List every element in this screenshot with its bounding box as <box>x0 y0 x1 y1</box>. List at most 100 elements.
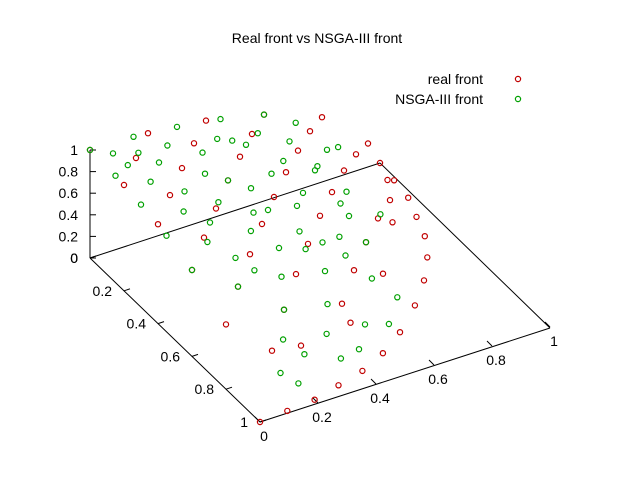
real-front-point <box>202 117 210 124</box>
x-tick-label: 0.8 <box>195 381 215 397</box>
real-front-point <box>200 234 208 241</box>
x-axis-line <box>89 257 261 423</box>
tick-labels: 00.20.40.60.8100.20.40.60.8100.20.40.60.… <box>59 142 559 444</box>
x-tick-label: 0 <box>70 250 78 266</box>
real-front-point <box>311 396 318 403</box>
nsga-iii-front-point <box>314 162 321 170</box>
real-front-point <box>212 205 220 212</box>
nsga-iii-front-point <box>268 170 275 177</box>
nsga-iii-front-point <box>275 244 283 252</box>
nsga-iii-front-point <box>181 188 188 195</box>
nsga-iii-front-point <box>254 129 261 137</box>
nsga-iii-front-point <box>319 239 326 246</box>
real-front-point <box>420 277 428 284</box>
real-front-point <box>292 270 300 278</box>
real-front-point <box>347 319 354 326</box>
real-front-point <box>350 267 358 274</box>
real-front-point <box>396 329 404 336</box>
y-tick-label: 0.8 <box>486 352 506 368</box>
real-front-point <box>421 232 428 240</box>
real-front-point <box>384 176 391 184</box>
nsga-iii-front-point <box>377 211 384 218</box>
nsga-iii-front-point <box>280 157 287 165</box>
nsga-iii-front-point <box>278 273 285 280</box>
nsga-iii-front-point <box>368 275 376 282</box>
nsga-iii-front-point <box>250 209 257 216</box>
nsga-iii-front-point <box>345 212 353 220</box>
y-tick-label: 0.4 <box>370 390 390 406</box>
real-front-point <box>304 240 312 248</box>
real-front-point <box>389 219 396 226</box>
right-axis-line <box>379 162 551 329</box>
data-points <box>86 111 431 426</box>
nsga-iii-front-point <box>323 146 331 153</box>
nsga-iii-front-point <box>302 245 309 253</box>
nsga-iii-front-point <box>260 111 268 118</box>
nsga-iii-front-point <box>247 184 255 192</box>
z-tick-label: 0.6 <box>59 185 79 201</box>
real-front-point <box>178 164 186 172</box>
back-axis-line <box>89 162 381 259</box>
nsga-iii-front-point <box>206 219 214 226</box>
tick-marks <box>89 149 551 423</box>
nsga-iii-front-point <box>234 283 242 290</box>
y-tick <box>544 321 551 328</box>
nsga-iii-front-point <box>295 380 302 387</box>
nsga-iii-front-point <box>296 228 303 235</box>
real-front-point <box>340 167 348 174</box>
legend-label-nsga-iii-front: NSGA-III front <box>395 91 483 107</box>
y-tick <box>486 340 493 347</box>
y-tick-label: 0.6 <box>428 371 448 387</box>
nsga-iii-front-point <box>135 149 142 156</box>
real-front-point <box>270 193 278 201</box>
real-front-point <box>359 367 366 375</box>
real-front-point <box>335 382 342 389</box>
real-front-point <box>297 342 305 349</box>
nsga-iii-front-point <box>337 355 345 362</box>
y-tick <box>370 378 377 385</box>
nsga-iii-front-point <box>337 200 344 207</box>
nsga-iii-front-point <box>277 369 284 377</box>
y-tick-label: 1 <box>550 333 558 349</box>
z-tick-label: 0.4 <box>59 207 79 223</box>
real-front-point <box>132 154 140 162</box>
y-tick <box>254 416 261 423</box>
real-front-point <box>411 302 419 309</box>
real-front-point <box>364 140 372 147</box>
x-tick <box>191 353 199 357</box>
real-front-point <box>294 147 302 154</box>
nsga-iii-front-point <box>163 232 170 239</box>
nsga-iii-front-point <box>86 146 94 154</box>
real-front-point <box>376 159 384 167</box>
nsga-iii-front-point <box>147 178 154 185</box>
real-front-point <box>258 220 266 228</box>
nsga-iii-front-point <box>361 321 369 328</box>
nsga-iii-front-point <box>201 170 209 177</box>
nsga-iii-front-point <box>155 159 163 166</box>
real-front-point <box>248 130 256 138</box>
real-front-point <box>390 177 398 184</box>
nsga-iii-front-point <box>286 138 293 145</box>
real-front-point <box>246 250 254 258</box>
x-tick-label: 0.2 <box>93 283 113 299</box>
nsga-iii-front-point <box>188 266 196 274</box>
real-front-point <box>316 212 324 219</box>
legend-marker-nsga-iii-front <box>514 95 522 103</box>
nsga-iii-front-point <box>130 133 137 140</box>
real-front-point <box>306 127 314 135</box>
x-tick-label: 1 <box>240 414 248 430</box>
real-front-point <box>222 321 230 328</box>
nsga-iii-front-point <box>385 320 393 328</box>
nsga-iii-front-point <box>112 172 119 179</box>
real-front-point <box>154 220 162 228</box>
y-tick <box>428 359 435 366</box>
x-tick <box>225 386 233 390</box>
x-tick-label: 0.6 <box>161 348 181 364</box>
nsga-iii-front-point <box>362 238 370 246</box>
nsga-iii-front-point <box>264 206 272 214</box>
axis-box <box>89 150 551 423</box>
nsga-iii-front-point <box>301 351 308 358</box>
nsga-iii-front-point <box>173 123 181 131</box>
nsga-iii-front-point <box>213 135 221 143</box>
